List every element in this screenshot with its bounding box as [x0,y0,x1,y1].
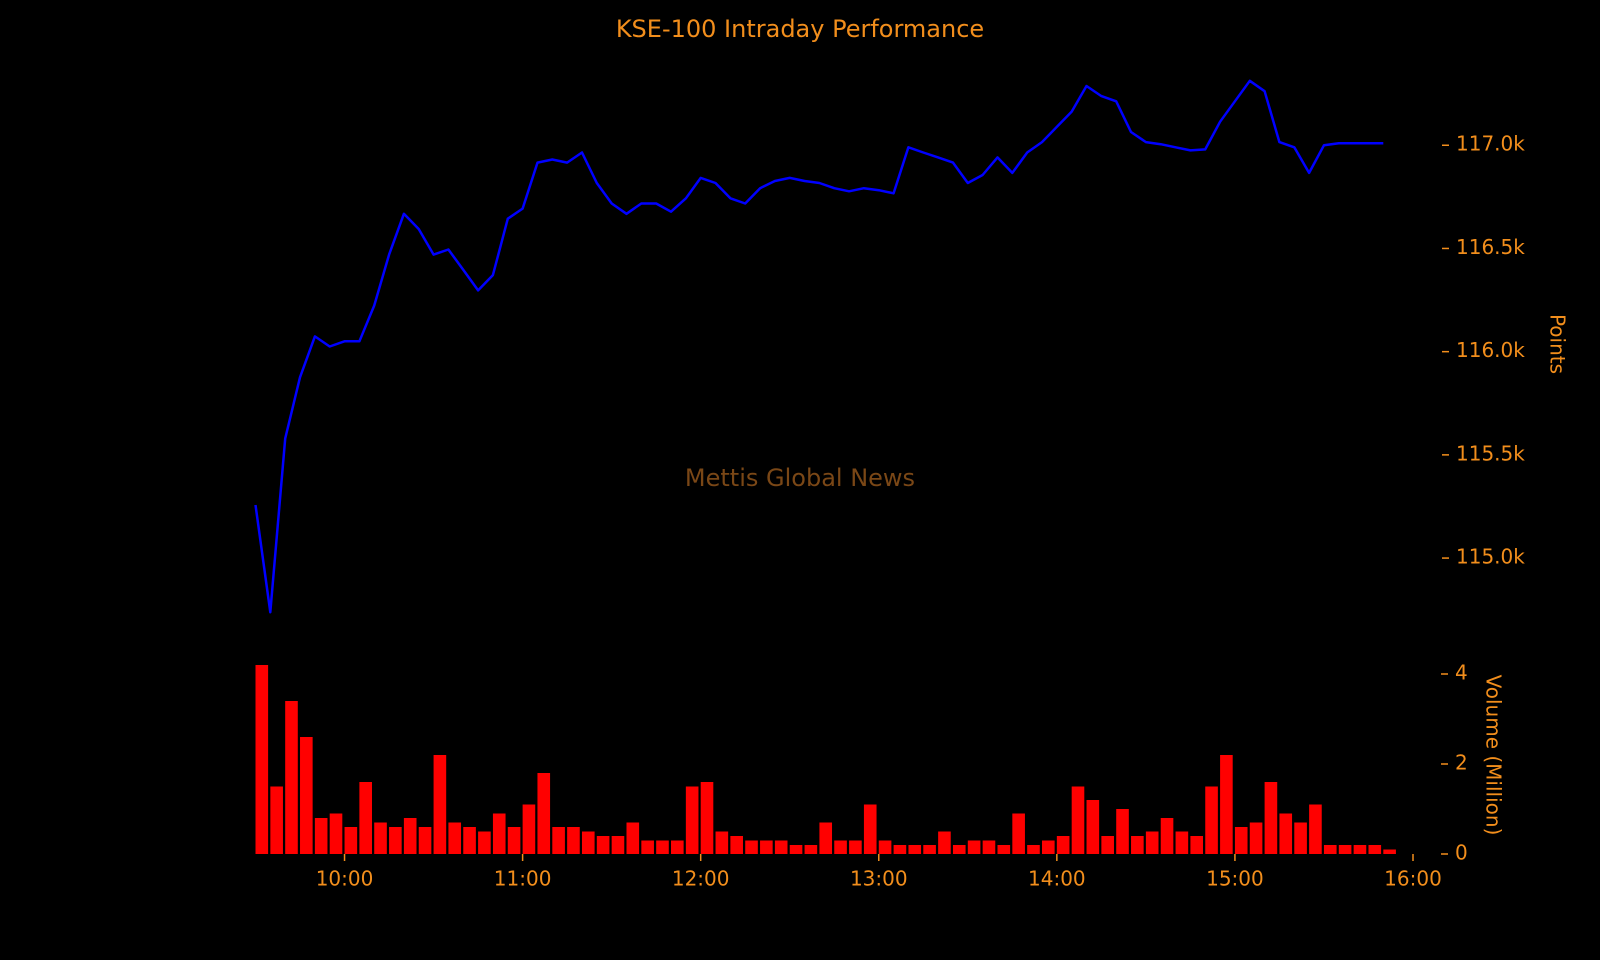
y-tick-label: 117.0k [1456,132,1525,156]
volume-bar [389,827,402,854]
x-tick-label: 14:00 [1028,867,1086,891]
volume-bar [1279,813,1293,854]
volume-bar [715,831,729,854]
volume-bar [1234,827,1248,854]
volume-bar [1145,831,1159,854]
volume-bar [492,813,506,854]
volume-bar [952,845,966,854]
volume-bar [1027,845,1040,854]
volume-bar [611,836,625,854]
volume-bar [730,836,743,854]
volume-bar [329,813,343,854]
volume-bar [1042,840,1055,854]
volume-bar [671,840,684,854]
volume-bar [359,782,372,854]
volume-bar [745,840,758,854]
volume-bar [1338,845,1352,854]
y-axis-label: Volume (Million) [1482,675,1506,836]
volume-bar [1353,845,1367,854]
volume-bar [300,737,313,854]
volume-bar [626,822,640,854]
volume-bar [982,840,996,854]
volume-bar [893,845,907,854]
volume-bar [581,831,595,854]
volume-bar [819,822,833,854]
volume-bar [908,845,922,854]
volume-bar [967,840,981,854]
volume-bar [1071,786,1085,854]
volume-bar [537,773,551,854]
volume-bar [522,804,536,854]
x-tick-label: 13:00 [850,867,908,891]
volume-bar [1086,800,1100,854]
volume-bar [938,831,951,854]
volume-bar [641,840,654,854]
y-tick-label: 115.0k [1456,545,1525,569]
x-tick-label: 16:00 [1384,867,1442,891]
volume-bar [596,836,610,854]
volume-bar [478,831,491,854]
volume-bar [774,840,788,854]
volume-bar [1116,809,1129,854]
volume-bar [314,818,328,854]
volume-bar [656,840,669,854]
volume-bar [255,665,269,854]
volume-bar [700,782,714,854]
volume-bar [403,818,417,854]
volume-bar [1190,836,1204,854]
volume-bar [997,845,1011,854]
y-tick-label: 116.0k [1456,338,1525,362]
volume-bar [567,827,580,854]
volume-bar [1205,786,1218,854]
volume-bar [463,827,476,854]
volume-bar [863,804,877,854]
volume-bar [1309,804,1322,854]
price-line [254,79,1384,614]
volume-bar [552,827,565,854]
volume-bar [1160,818,1174,854]
volume-bar [374,822,387,854]
volume-bar [923,845,936,854]
volume-bar [789,845,803,854]
volume-bar [418,827,432,854]
y-axis-label: Points [1546,314,1570,374]
volume-bar [1012,813,1025,854]
volume-bar [1323,845,1337,854]
volume-bar [834,840,847,854]
volume-bar [849,840,862,854]
volume-bar [1175,831,1189,854]
watermark: Mettis Global News [685,464,915,492]
volume-bar [1294,822,1307,854]
y-tick-label: 0 [1455,841,1468,865]
volume-bar [685,786,699,854]
volume-bar [1249,822,1263,854]
x-tick-label: 10:00 [316,867,374,891]
volume-bar [1220,755,1233,854]
volume-bar [804,845,818,854]
volume-bar [507,827,521,854]
volume-bar [1101,836,1114,854]
volume-bar [760,840,773,854]
volume-bar [1264,782,1278,854]
volume-bar [878,840,892,854]
volume-bar [448,822,462,854]
volume-bar [270,786,283,854]
volume-bar [344,827,358,854]
y-tick-label: 115.5k [1456,441,1525,465]
y-tick-label: 2 [1455,751,1468,775]
volume-bar [285,701,298,854]
volume-bar [1368,845,1382,854]
y-tick-label: 116.5k [1456,235,1525,259]
x-tick-label: 11:00 [494,867,552,891]
x-tick-label: 12:00 [672,867,730,891]
x-tick-label: 15:00 [1206,867,1264,891]
chart-title: KSE-100 Intraday Performance [616,15,984,43]
y-tick-label: 4 [1455,661,1468,685]
volume-bar [1131,836,1144,854]
volume-bar [1056,836,1070,854]
volume-bar [433,755,447,854]
volume-bar [1383,849,1396,854]
